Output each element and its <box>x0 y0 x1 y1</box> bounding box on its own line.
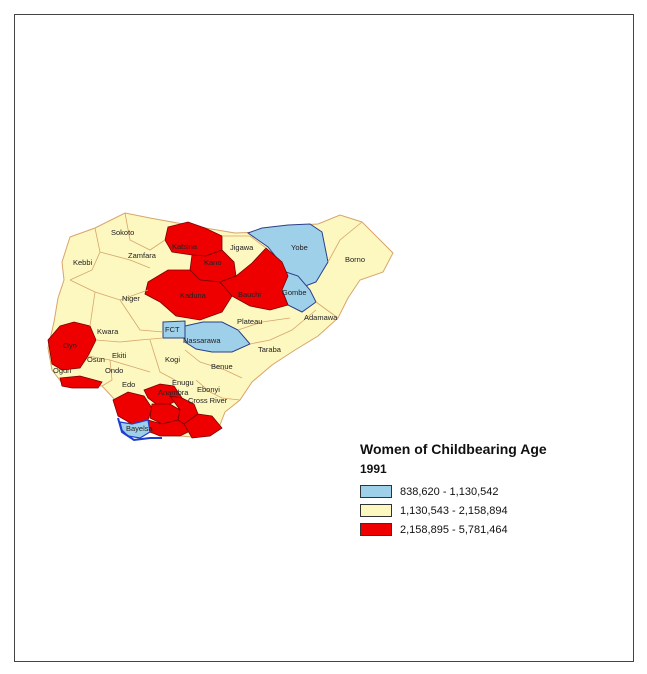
legend-item-low: 838,620 - 1,130,542 <box>360 482 620 501</box>
legend-label-low: 838,620 - 1,130,542 <box>400 485 499 498</box>
label-kano: Kano <box>204 258 222 267</box>
label-jigawa: Jigawa <box>230 243 254 252</box>
state-akwa-ibom <box>183 413 223 439</box>
legend-item-high: 2,158,895 - 5,781,464 <box>360 520 620 539</box>
internal-borders <box>69 212 363 401</box>
legend-swatch-mid <box>360 504 392 517</box>
label-oyo: Oyo <box>63 341 77 350</box>
label-kogi: Kogi <box>165 355 180 364</box>
state-lagos <box>59 375 103 389</box>
label-osun: Osun <box>87 355 105 364</box>
state-bayelsa <box>119 419 151 439</box>
legend-year: 1991 <box>360 462 387 476</box>
state-oyo <box>47 321 97 371</box>
legend-label-mid: 1,130,543 - 2,158,894 <box>400 504 508 517</box>
label-gombe: Gombe <box>282 288 307 297</box>
label-bauchi: Bauchi <box>238 290 261 299</box>
label-kaduna: Kaduna <box>180 291 207 300</box>
label-ebonyi: Ebonyi <box>197 385 220 394</box>
state-delta <box>112 391 153 425</box>
legend-swatch-high <box>360 523 392 536</box>
state-nassarawa <box>184 321 251 353</box>
label-adamawa: Adamawa <box>304 313 338 322</box>
label-katsina: Katsina <box>172 242 198 251</box>
state-bauchi <box>219 247 289 311</box>
label-borno: Borno <box>345 255 365 264</box>
legend-title: Women of Childbearing Age <box>360 441 547 457</box>
coastline-water <box>117 417 162 442</box>
label-niger: Niger <box>122 294 140 303</box>
label-ogun: Ogun <box>53 366 71 375</box>
label-benue: Benue <box>211 362 233 371</box>
label-ondo: Ondo <box>105 366 123 375</box>
label-fct: FCT <box>165 325 180 334</box>
label-kwara: Kwara <box>97 327 119 336</box>
label-sokoto: Sokoto <box>111 228 134 237</box>
label-cross-river: Cross River <box>188 396 228 405</box>
legend-item-mid: 1,130,543 - 2,158,894 <box>360 501 620 520</box>
label-kebbi: Kebbi <box>73 258 93 267</box>
label-zamfara: Zamfara <box>128 251 157 260</box>
label-ekiti: Ekiti <box>112 351 127 360</box>
label-enugu: Enugu <box>172 378 194 387</box>
label-plateau: Plateau <box>237 317 262 326</box>
legend-swatch-low <box>360 485 392 498</box>
label-yobe: Yobe <box>291 243 308 252</box>
label-anambra: Anambra <box>158 388 189 397</box>
label-nassarawa: Nassarawa <box>183 336 221 345</box>
label-edo: Edo <box>122 380 135 389</box>
label-bayelsa: Bayelsa <box>126 424 154 433</box>
state-kaduna <box>144 269 233 321</box>
legend-label-high: 2,158,895 - 5,781,464 <box>400 523 508 536</box>
map-legend: Women of Childbearing Age 1991 838,620 -… <box>360 440 620 539</box>
label-taraba: Taraba <box>258 345 282 354</box>
